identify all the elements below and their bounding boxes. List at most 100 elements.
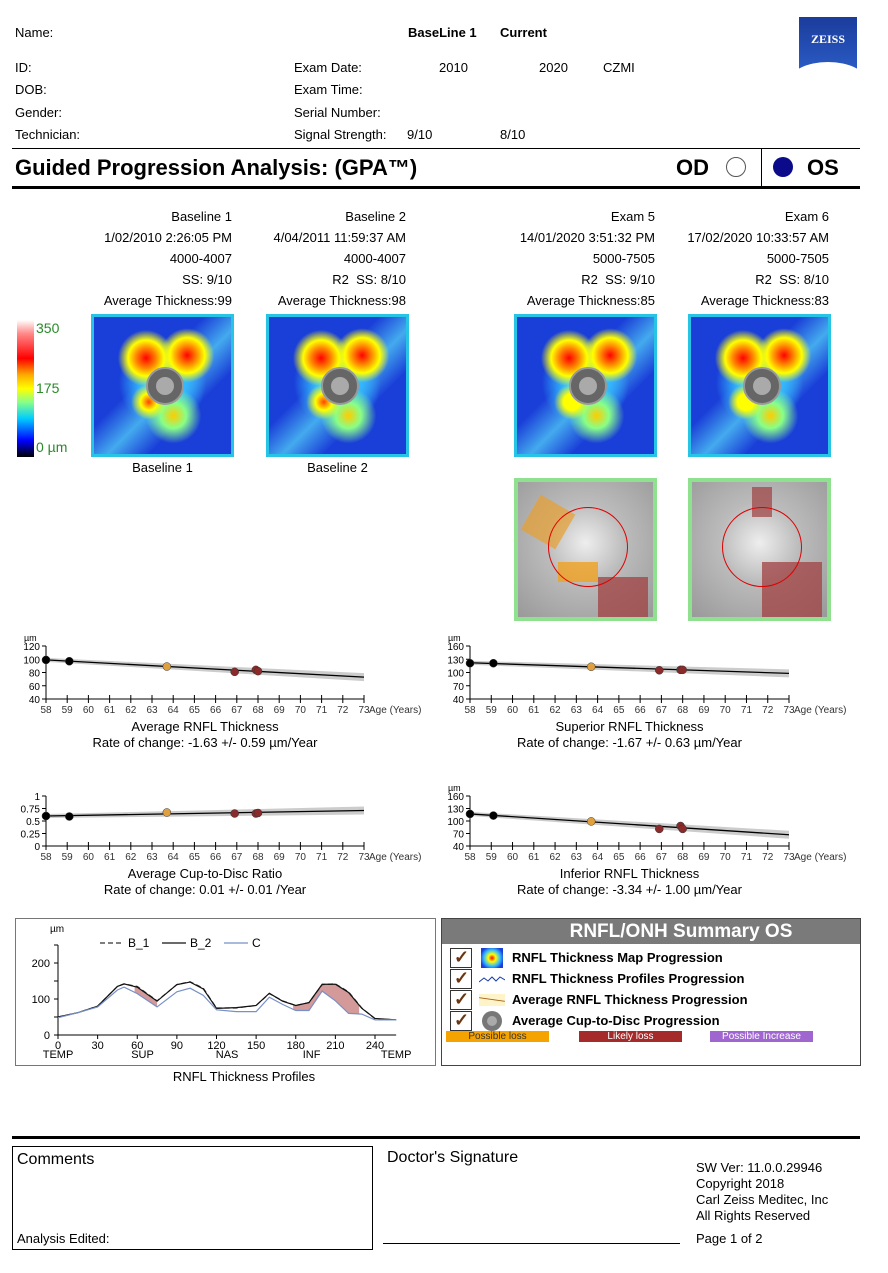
exam-name: Baseline 2	[345, 209, 406, 224]
optic-disc-icon	[569, 367, 607, 405]
data-point	[41, 655, 51, 665]
x-tick-label: 66	[635, 705, 647, 716]
x-tick-label: 72	[337, 705, 349, 716]
copyright: Copyright 2018	[696, 1176, 785, 1191]
x-tick-label: 61	[528, 852, 540, 863]
x-tick-label: 61	[104, 705, 116, 716]
x-tick-label: 70	[295, 852, 307, 863]
exam-date-baseline: 2010	[439, 60, 468, 75]
x-tick-label: 68	[677, 705, 689, 716]
checkbox[interactable]: ✓	[450, 967, 472, 989]
x-tick-label: 73	[358, 705, 370, 716]
y-tick-label: 0.25	[21, 830, 41, 841]
summary-item: ✓ Average RNFL Thickness Progression	[450, 989, 748, 1010]
x-tick-label: 69	[274, 705, 286, 716]
y-tick-label: 0.75	[21, 805, 41, 816]
thickness-map	[266, 314, 409, 457]
od-radio[interactable]	[726, 157, 746, 177]
profiles-panel	[15, 918, 436, 1066]
chart-title: Average RNFL Thickness	[131, 719, 279, 734]
signal-strength-label: Signal Strength:	[294, 127, 387, 142]
trend-line	[469, 813, 790, 836]
checkbox[interactable]: ✓	[450, 989, 472, 1010]
data-point	[465, 809, 475, 819]
exam-ss: R2 SS: 8/10	[332, 272, 406, 287]
data-point	[65, 812, 74, 821]
os-radio[interactable]	[773, 157, 793, 177]
exam-serial: 5000-7505	[592, 251, 655, 266]
y-tick-label: 0	[44, 1030, 50, 1042]
data-point	[230, 809, 239, 818]
x-tick-label: 58	[40, 705, 52, 716]
x-tick-label: 62	[550, 705, 562, 716]
serial-number-label: Serial Number:	[294, 105, 381, 120]
optic-disc-icon	[321, 367, 359, 405]
data-point	[678, 824, 687, 834]
map-caption: Baseline 2	[307, 460, 368, 475]
x-tick-label: 68	[252, 852, 264, 863]
x-tick-label: 67	[231, 705, 243, 716]
chart-title: Superior RNFL Thickness	[555, 719, 704, 734]
divider	[12, 148, 860, 149]
x-tick-label: 58	[464, 852, 476, 863]
x-tick-label: 66	[635, 852, 647, 863]
summary-item-label: Average RNFL Thickness Progression	[512, 992, 748, 1007]
x-tick-label: 67	[656, 705, 668, 716]
x-tick-label: 71	[741, 705, 753, 716]
summary-item-label: RNFL Thickness Profiles Progression	[512, 971, 745, 986]
comments-label: Comments	[17, 1151, 95, 1168]
baseline-column-header: BaseLine 1	[408, 25, 477, 40]
y-tick-label: 130	[447, 655, 464, 666]
summary-panel: RNFL/ONH Summary OS ✓ RNFL Thickness Map…	[441, 918, 861, 1066]
comments-box[interactable]	[12, 1146, 373, 1250]
x-tick-label: 120	[207, 1040, 225, 1052]
rate-of-change: Rate of change: -3.34 +/- 1.00 µm/Year	[517, 882, 743, 897]
x-tick-label: 69	[698, 852, 710, 863]
dob-label: DOB:	[15, 82, 47, 97]
exam-serial: 5000-7505	[766, 251, 829, 266]
thickness-map	[514, 314, 657, 457]
trend-chart-0: 40 60 80 100 120 58 59 60 61 62 63 64 65 66 67 68 69 70 71…	[23, 633, 421, 750]
zeiss-logo: ZEISS	[799, 17, 857, 75]
exam-datetime: 14/01/2020 3:51:32 PM	[519, 230, 655, 245]
x-tick-label: 72	[762, 852, 774, 863]
x-tick-label: 63	[571, 705, 583, 716]
region-label: SUP	[131, 1049, 154, 1061]
check-icon: ✓	[454, 967, 470, 988]
x-tick-label: 72	[762, 705, 774, 716]
legend-label: C	[252, 936, 261, 950]
x-axis-label: Age (Years)	[794, 852, 846, 863]
exam-date-current: 2020	[539, 60, 568, 75]
x-tick-label: 60	[507, 705, 519, 716]
likely-loss-region	[134, 986, 158, 1007]
legend-label: B_1	[128, 936, 150, 950]
trend-line-icon	[472, 993, 512, 1006]
region-label: NAS	[216, 1049, 239, 1061]
x-tick-label: 59	[486, 705, 498, 716]
summary-item: ✓ Average Cup-to-Disc Progression	[450, 1010, 720, 1031]
x-tick-label: 69	[274, 852, 286, 863]
confidence-band	[46, 657, 364, 682]
legend-likely-loss: Likely loss	[579, 1031, 682, 1042]
x-axis-label: Age (Years)	[794, 705, 846, 716]
y-tick-label: 120	[23, 642, 40, 653]
thickness-map	[91, 314, 234, 457]
checkbox[interactable]: ✓	[450, 1009, 472, 1031]
data-point	[586, 817, 596, 826]
x-tick-label: 62	[125, 852, 137, 863]
x-tick-label: 150	[247, 1040, 265, 1052]
checkbox[interactable]: ✓	[450, 946, 472, 968]
y-axis-unit: µm	[24, 633, 37, 643]
optic-disc-icon	[743, 367, 781, 405]
check-icon: ✓	[454, 946, 470, 967]
data-point	[65, 656, 74, 666]
name-label: Name:	[15, 25, 54, 40]
check-icon: ✓	[454, 1009, 470, 1030]
region-label: TEMP	[43, 1049, 74, 1061]
x-tick-label: 90	[171, 1040, 183, 1052]
y-tick-label: 40	[453, 842, 465, 853]
data-point	[465, 658, 475, 668]
average-thickness: Average Thickness:99	[103, 293, 232, 308]
x-tick-label: 67	[231, 852, 243, 863]
x-tick-label: 59	[62, 705, 74, 716]
